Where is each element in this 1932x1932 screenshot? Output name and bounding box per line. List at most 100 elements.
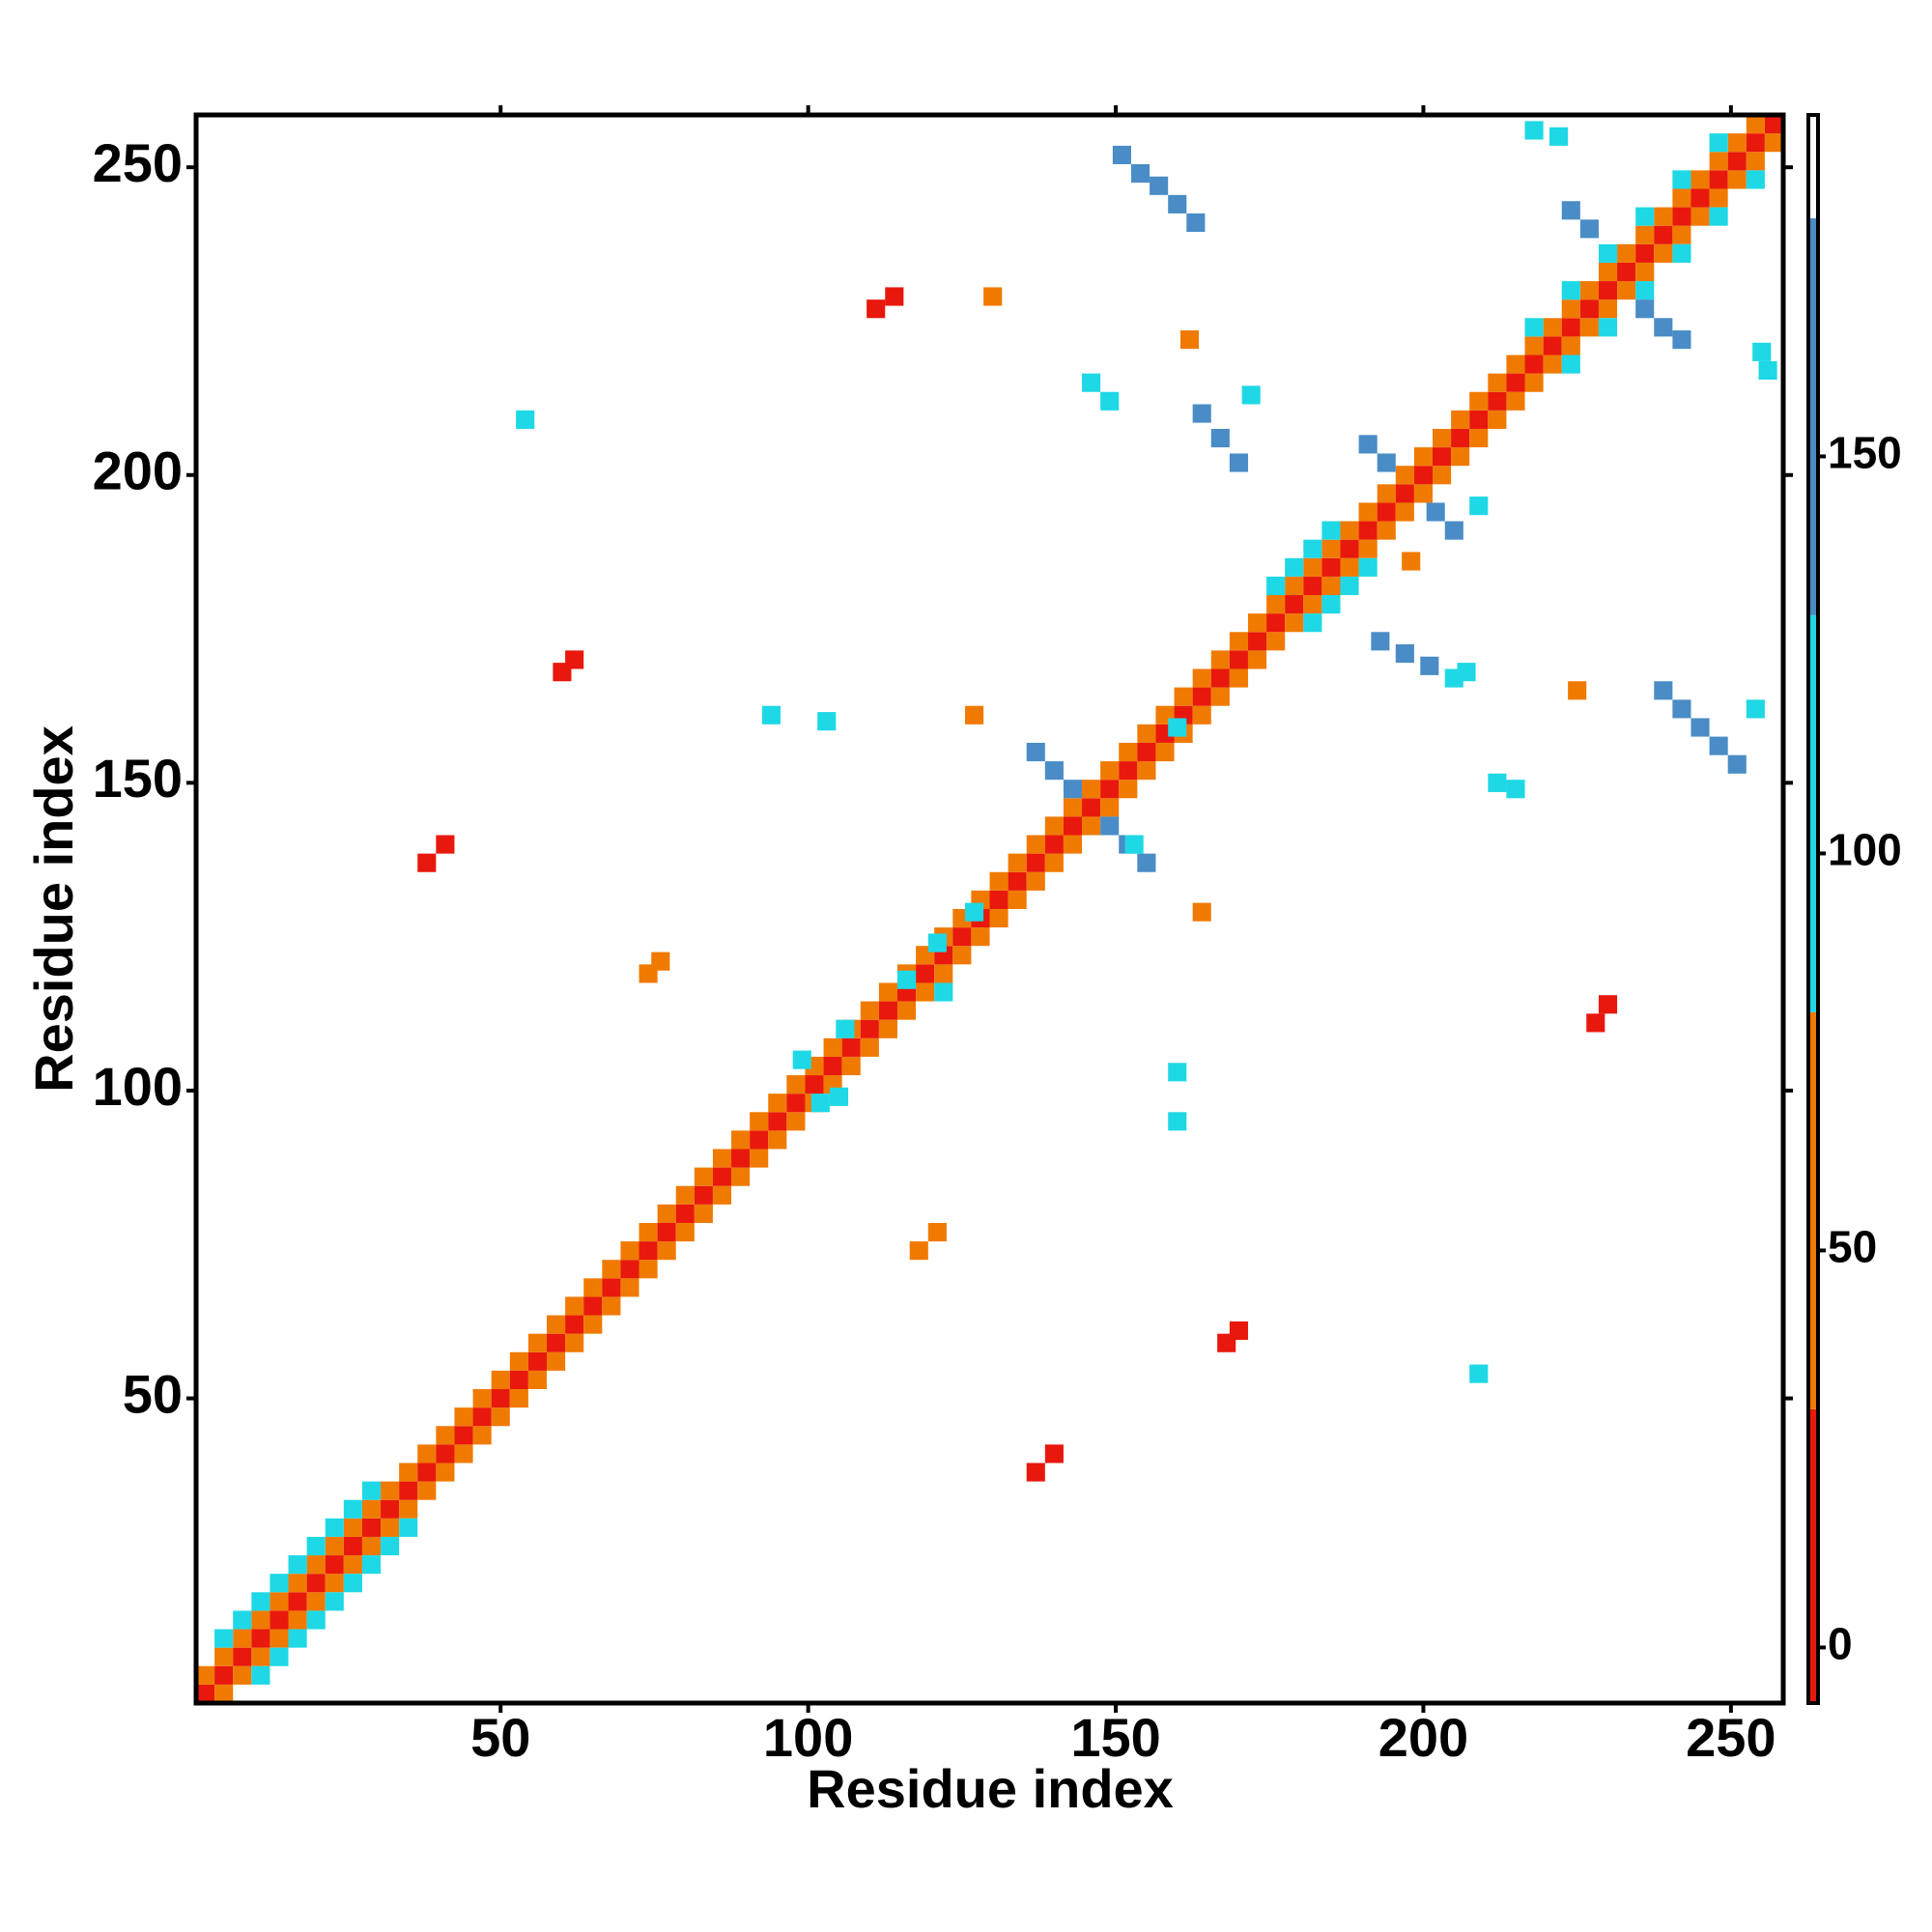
cell: [233, 1629, 252, 1648]
cell: [1241, 385, 1261, 405]
x-tick-label: 50: [470, 1707, 530, 1768]
cell: [1137, 742, 1156, 762]
cell: [651, 952, 670, 971]
cell: [1469, 497, 1489, 516]
cell: [325, 1536, 344, 1556]
cell: [731, 1149, 751, 1168]
cell: [306, 1555, 326, 1575]
cell: [1285, 613, 1304, 633]
cell: [1377, 521, 1396, 540]
cell: [639, 1241, 658, 1261]
colorbar-tick-label: 100: [1828, 825, 1902, 875]
x-tick-label: 200: [1378, 1707, 1468, 1768]
cell: [583, 1278, 603, 1297]
colorbar-bin: [1808, 614, 1818, 1012]
cell: [1186, 213, 1206, 233]
cell: [1229, 632, 1248, 651]
cell: [1444, 521, 1463, 540]
cell: [251, 1592, 270, 1611]
cell: [1727, 754, 1747, 774]
cell: [1709, 188, 1728, 208]
cell: [1402, 552, 1421, 571]
cell: [288, 1629, 307, 1648]
cell: [602, 1296, 621, 1316]
colorbar-bin: [1808, 115, 1818, 218]
cell: [1598, 318, 1618, 337]
cell: [836, 1019, 855, 1038]
cell: [1063, 816, 1083, 836]
cell: [860, 1037, 879, 1057]
cell: [1598, 281, 1618, 300]
cell: [731, 1167, 751, 1186]
cell: [860, 1001, 879, 1020]
cell: [1395, 502, 1414, 522]
cell: [1420, 656, 1439, 675]
cell: [983, 287, 1003, 306]
cell: [909, 1241, 928, 1261]
cell: [214, 1647, 234, 1666]
cell: [1063, 835, 1083, 854]
cell: [527, 1351, 547, 1371]
cell: [1764, 115, 1783, 134]
cell: [325, 1555, 344, 1575]
cell: [1598, 243, 1618, 263]
cell: [860, 1019, 879, 1038]
cell: [750, 1149, 769, 1168]
cell: [509, 1370, 528, 1390]
cell: [823, 1056, 842, 1076]
cell: [1524, 355, 1544, 374]
cell: [1764, 133, 1783, 153]
cell: [214, 1665, 234, 1685]
cell: [1672, 188, 1691, 208]
cell: [1100, 761, 1120, 781]
cell: [1303, 539, 1322, 558]
cell: [546, 1351, 566, 1371]
cell: [1377, 484, 1396, 503]
cell: [399, 1499, 418, 1519]
cell: [1026, 742, 1045, 762]
cell: [270, 1592, 289, 1611]
cell: [1026, 853, 1045, 872]
cell: [712, 1185, 732, 1205]
cell: [1130, 163, 1151, 184]
cell: [1672, 699, 1691, 719]
cell: [1192, 404, 1211, 423]
cell: [1579, 299, 1599, 319]
cell: [829, 1087, 849, 1106]
cell: [694, 1167, 713, 1186]
cell: [1321, 521, 1341, 540]
cell: [1543, 336, 1562, 355]
cell: [1100, 798, 1120, 817]
cell: [1371, 632, 1390, 651]
cell: [1082, 816, 1101, 836]
cell: [1303, 613, 1322, 633]
cell: [1469, 1364, 1489, 1383]
cell: [1561, 281, 1580, 300]
cell: [1168, 1063, 1187, 1082]
cell: [1727, 133, 1747, 153]
cell: [1358, 502, 1378, 522]
cell: [583, 1296, 603, 1316]
cell: [786, 1112, 806, 1131]
cell: [1285, 557, 1304, 577]
cell: [1119, 761, 1138, 781]
cell: [971, 927, 990, 947]
cell: [1247, 632, 1267, 651]
cell: [306, 1536, 326, 1556]
cell: [841, 1037, 861, 1057]
cell: [1579, 318, 1599, 337]
cell: [1488, 410, 1507, 429]
cell: [1119, 742, 1138, 762]
cell: [454, 1426, 473, 1445]
cell: [1690, 718, 1710, 737]
cell: [546, 1333, 566, 1352]
cell: [1752, 342, 1772, 361]
cell: [768, 1094, 787, 1113]
cell: [306, 1610, 326, 1630]
cell: [251, 1629, 270, 1648]
cell: [1266, 613, 1286, 633]
cell: [583, 1315, 603, 1334]
cell: [1044, 816, 1064, 836]
cell: [399, 1518, 418, 1537]
cell: [1709, 133, 1728, 153]
